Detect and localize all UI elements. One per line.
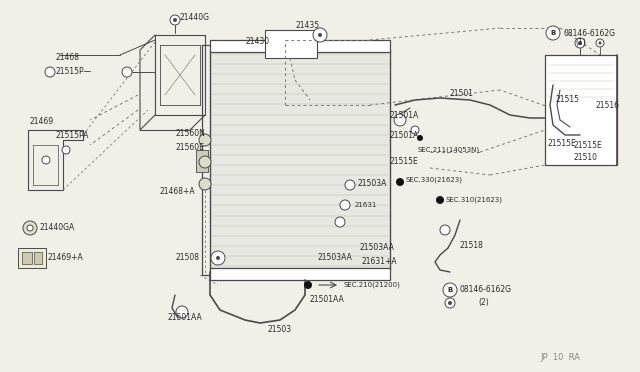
Text: B: B [550,30,556,36]
Text: JP  10  RA: JP 10 RA [540,353,580,362]
Circle shape [199,178,211,190]
Text: 21515: 21515 [555,96,579,105]
Circle shape [199,156,211,168]
Text: 21440GA: 21440GA [40,224,76,232]
Text: 21435: 21435 [295,22,319,31]
Circle shape [578,41,582,45]
Circle shape [176,306,188,318]
Circle shape [396,178,404,186]
Text: 21518: 21518 [460,241,484,250]
Text: 21560E: 21560E [175,144,204,153]
Circle shape [596,39,604,47]
Bar [545,55,617,165]
Circle shape [443,283,457,297]
Text: 21515PA: 21515PA [56,131,90,140]
Text: 21516: 21516 [595,100,619,109]
Text: 21631+A: 21631+A [362,257,397,266]
Text: 21501AA: 21501AA [310,295,345,305]
Text: 21560N: 21560N [175,128,205,138]
Text: (1): (1) [575,38,586,48]
Text: 21508: 21508 [176,253,200,263]
Text: 21515E: 21515E [573,141,602,150]
Bar [210,50,390,270]
Circle shape [122,67,132,77]
Text: 21468+A: 21468+A [160,187,196,196]
Bar [265,30,317,58]
Bar [196,150,208,172]
Text: 21440G: 21440G [180,13,210,22]
Text: 21501: 21501 [450,89,474,97]
Circle shape [216,256,220,260]
Circle shape [445,298,455,308]
Text: 21503: 21503 [268,326,292,334]
Circle shape [23,221,37,235]
Text: SEC.330(21623): SEC.330(21623) [405,177,462,183]
Text: 21503A: 21503A [358,179,387,187]
Circle shape [211,251,225,265]
Circle shape [345,180,355,190]
Circle shape [199,134,211,146]
Circle shape [313,28,327,42]
Bar [34,252,42,264]
Circle shape [411,126,419,134]
Text: SEC.310(21623): SEC.310(21623) [445,197,502,203]
Circle shape [170,15,180,25]
Text: 08146-6162G: 08146-6162G [460,285,512,295]
Circle shape [173,18,177,22]
Circle shape [318,33,322,37]
Text: 21503AA: 21503AA [360,244,395,253]
Text: SEC.210(21200): SEC.210(21200) [344,282,401,288]
Text: 21515E: 21515E [547,138,576,148]
Bar [210,268,390,280]
Text: 21515E: 21515E [390,157,419,167]
Circle shape [448,301,452,305]
Text: SEC.211(14053N): SEC.211(14053N) [418,147,480,153]
Text: 21430: 21430 [245,38,269,46]
Text: 08146-6162G: 08146-6162G [563,29,615,38]
Bar [210,40,390,52]
Circle shape [45,67,55,77]
Text: 21469: 21469 [30,118,54,126]
Text: 21510: 21510 [573,153,597,161]
Bar [22,252,32,264]
Text: 21469+A: 21469+A [48,253,84,263]
Text: 21631: 21631 [355,202,378,208]
Circle shape [304,281,312,289]
Text: 21503AA: 21503AA [318,253,353,263]
Text: B: B [447,287,452,293]
Circle shape [436,196,444,204]
Text: 21501A: 21501A [390,131,419,140]
Text: 21501AA: 21501AA [168,314,203,323]
Text: 21468: 21468 [55,52,79,61]
Text: 21515P—: 21515P— [55,67,92,77]
Text: (2): (2) [478,298,489,308]
Circle shape [575,38,585,48]
Circle shape [417,135,423,141]
Circle shape [394,114,406,126]
Circle shape [598,42,602,45]
Circle shape [27,225,33,231]
Circle shape [42,156,50,164]
Circle shape [340,200,350,210]
Circle shape [62,146,70,154]
Bar [18,248,46,268]
Text: 21501A: 21501A [390,110,419,119]
Circle shape [440,225,450,235]
Circle shape [335,217,345,227]
Circle shape [546,26,560,40]
